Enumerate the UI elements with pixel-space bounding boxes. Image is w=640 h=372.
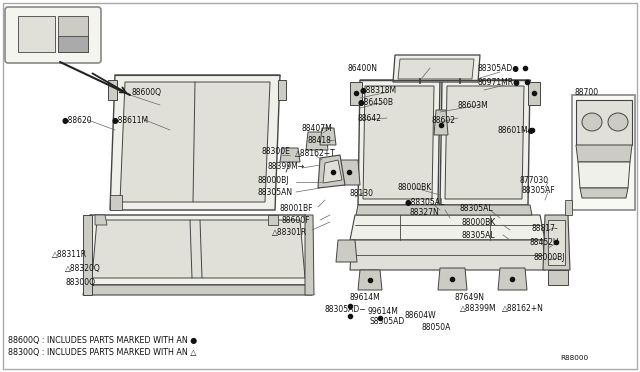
Polygon shape xyxy=(438,268,467,290)
Text: ●88305AL: ●88305AL xyxy=(405,198,445,206)
Polygon shape xyxy=(278,80,286,100)
Text: 88050A: 88050A xyxy=(422,324,451,333)
Polygon shape xyxy=(350,82,362,105)
Text: △88301R: △88301R xyxy=(272,228,307,237)
Text: 88601M●: 88601M● xyxy=(498,125,535,135)
Text: 88305AF: 88305AF xyxy=(522,186,556,195)
Polygon shape xyxy=(393,55,480,82)
Text: ●88318M: ●88318M xyxy=(360,86,397,94)
Polygon shape xyxy=(318,155,345,188)
Text: 88600Q : INCLUDES PARTS MARKED WITH AN ●: 88600Q : INCLUDES PARTS MARKED WITH AN ● xyxy=(8,336,197,344)
Polygon shape xyxy=(363,86,434,199)
Polygon shape xyxy=(320,128,336,145)
Text: △88399M: △88399M xyxy=(460,304,497,312)
Text: 877030: 877030 xyxy=(520,176,549,185)
Polygon shape xyxy=(350,215,545,240)
Text: 88000BJ: 88000BJ xyxy=(258,176,289,185)
Polygon shape xyxy=(18,16,55,52)
Polygon shape xyxy=(58,16,88,52)
Ellipse shape xyxy=(608,113,628,131)
Text: 88600F: 88600F xyxy=(282,215,310,224)
Polygon shape xyxy=(580,188,628,198)
Polygon shape xyxy=(280,148,300,162)
Polygon shape xyxy=(350,240,545,270)
Text: R88000: R88000 xyxy=(560,355,588,361)
Text: 86971MR●: 86971MR● xyxy=(478,77,521,87)
Polygon shape xyxy=(498,268,527,290)
Text: 88418: 88418 xyxy=(308,135,332,144)
Polygon shape xyxy=(83,215,92,295)
Ellipse shape xyxy=(582,113,602,131)
Polygon shape xyxy=(95,215,107,225)
Polygon shape xyxy=(528,82,540,105)
Text: 88305AL: 88305AL xyxy=(460,203,493,212)
Text: S8305AD: S8305AD xyxy=(370,317,405,327)
Text: 88305AD−: 88305AD− xyxy=(325,305,367,314)
Polygon shape xyxy=(358,80,440,205)
Text: 88001BF: 88001BF xyxy=(280,203,314,212)
Text: 88600Q: 88600Q xyxy=(132,87,162,96)
Polygon shape xyxy=(110,75,280,210)
Polygon shape xyxy=(83,285,312,295)
Polygon shape xyxy=(323,160,342,183)
Text: 88300Q: 88300Q xyxy=(65,278,95,286)
Text: △88162+N: △88162+N xyxy=(502,304,544,312)
Polygon shape xyxy=(445,86,524,199)
Polygon shape xyxy=(576,145,632,162)
Text: 88602: 88602 xyxy=(432,115,456,125)
Text: 88700: 88700 xyxy=(575,87,599,96)
Text: 88000BK: 88000BK xyxy=(462,218,496,227)
Polygon shape xyxy=(92,220,305,278)
Polygon shape xyxy=(576,100,632,145)
Polygon shape xyxy=(543,215,570,270)
Text: 87649N: 87649N xyxy=(455,294,485,302)
Text: △88320Q: △88320Q xyxy=(65,263,100,273)
Polygon shape xyxy=(110,195,122,210)
Polygon shape xyxy=(565,200,572,215)
Text: △88311R: △88311R xyxy=(52,250,87,260)
Text: 88603M: 88603M xyxy=(458,100,489,109)
Polygon shape xyxy=(120,82,270,202)
Polygon shape xyxy=(548,270,568,285)
Text: △88162+T: △88162+T xyxy=(295,148,336,157)
Polygon shape xyxy=(358,270,382,290)
Text: 88130: 88130 xyxy=(350,189,374,198)
Text: 88642: 88642 xyxy=(358,113,382,122)
Text: 88300E: 88300E xyxy=(262,147,291,155)
Polygon shape xyxy=(268,215,278,225)
Polygon shape xyxy=(108,80,117,100)
Polygon shape xyxy=(336,240,357,262)
Text: 88305AL: 88305AL xyxy=(462,231,495,240)
Text: ●86450B: ●86450B xyxy=(358,97,394,106)
Text: 88817-: 88817- xyxy=(532,224,559,232)
Text: ●88620: ●88620 xyxy=(62,115,93,125)
Text: 88604W: 88604W xyxy=(405,311,436,321)
Text: 88000BK: 88000BK xyxy=(398,183,432,192)
Text: 88300Q : INCLUDES PARTS MARKED WITH AN △: 88300Q : INCLUDES PARTS MARKED WITH AN △ xyxy=(8,347,196,356)
Polygon shape xyxy=(434,110,448,135)
Polygon shape xyxy=(398,59,474,79)
Polygon shape xyxy=(58,36,88,52)
Polygon shape xyxy=(306,132,328,150)
Text: 88327N: 88327N xyxy=(410,208,440,217)
Text: 88407M: 88407M xyxy=(302,124,333,132)
Polygon shape xyxy=(85,215,310,285)
Text: 86400N: 86400N xyxy=(348,64,378,73)
Polygon shape xyxy=(440,80,530,205)
Text: 88399M→: 88399M→ xyxy=(268,161,305,170)
Text: 88305AN: 88305AN xyxy=(258,187,293,196)
Polygon shape xyxy=(548,220,565,265)
Text: 88000BJ: 88000BJ xyxy=(534,253,566,262)
Text: ●88611M: ●88611M xyxy=(112,115,149,125)
Polygon shape xyxy=(578,162,630,188)
Bar xyxy=(572,95,635,210)
Text: 99614M: 99614M xyxy=(368,308,399,317)
Text: 88452U: 88452U xyxy=(530,237,559,247)
Polygon shape xyxy=(356,205,532,215)
FancyBboxPatch shape xyxy=(5,7,101,63)
Polygon shape xyxy=(338,160,360,185)
Text: 89614M: 89614M xyxy=(350,294,381,302)
Polygon shape xyxy=(305,215,314,295)
Text: 88305AD●: 88305AD● xyxy=(478,64,520,73)
